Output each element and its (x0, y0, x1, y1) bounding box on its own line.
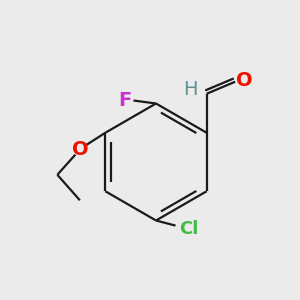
Text: O: O (236, 71, 253, 90)
Text: O: O (71, 140, 88, 159)
Text: H: H (183, 80, 197, 99)
Text: Cl: Cl (179, 220, 198, 238)
Text: F: F (118, 91, 131, 110)
